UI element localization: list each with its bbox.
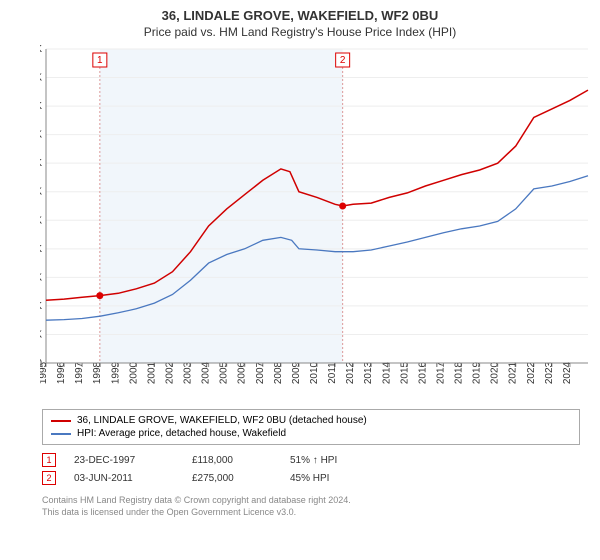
chart-svg: £0£50K£100K£150K£200K£250K£300K£350K£400… [40, 43, 600, 403]
transaction-row: 1 23-DEC-1997 £118,000 51% ↑ HPI [42, 451, 580, 469]
svg-text:2009: 2009 [291, 361, 302, 384]
svg-text:2005: 2005 [219, 361, 230, 384]
svg-text:1: 1 [97, 55, 103, 66]
svg-text:2024: 2024 [562, 361, 573, 384]
svg-text:2007: 2007 [255, 361, 266, 384]
svg-text:1999: 1999 [110, 361, 121, 384]
svg-text:2002: 2002 [164, 361, 175, 384]
svg-text:£100K: £100K [40, 301, 42, 312]
footer-line-1: Contains HM Land Registry data © Crown c… [42, 495, 580, 507]
transaction-row: 2 03-JUN-2011 £275,000 45% HPI [42, 469, 580, 487]
transaction-marker: 1 [42, 453, 56, 467]
svg-text:2020: 2020 [490, 361, 501, 384]
svg-text:2014: 2014 [381, 361, 392, 384]
svg-text:1996: 1996 [56, 361, 67, 384]
svg-text:2018: 2018 [454, 361, 465, 384]
svg-text:2001: 2001 [146, 361, 157, 384]
svg-text:2016: 2016 [417, 361, 428, 384]
svg-text:£150K: £150K [40, 272, 42, 283]
svg-text:1998: 1998 [92, 361, 103, 384]
svg-text:£450K: £450K [40, 101, 42, 112]
legend-label: HPI: Average price, detached house, Wake… [77, 428, 286, 439]
svg-text:2010: 2010 [309, 361, 320, 384]
title-block: 36, LINDALE GROVE, WAKEFIELD, WF2 0BU Pr… [0, 0, 600, 43]
legend-row: 36, LINDALE GROVE, WAKEFIELD, WF2 0BU (d… [51, 414, 571, 427]
chart-title: 36, LINDALE GROVE, WAKEFIELD, WF2 0BU [0, 8, 600, 23]
transaction-price: £275,000 [192, 473, 272, 484]
transaction-hpi: 51% ↑ HPI [290, 455, 370, 466]
transaction-marker: 2 [42, 471, 56, 485]
svg-text:2015: 2015 [399, 361, 410, 384]
svg-text:2022: 2022 [526, 361, 537, 384]
svg-text:2021: 2021 [508, 361, 519, 384]
svg-text:£300K: £300K [40, 187, 42, 198]
transaction-date: 23-DEC-1997 [74, 455, 174, 466]
svg-text:2008: 2008 [273, 361, 284, 384]
svg-text:2: 2 [340, 55, 346, 66]
svg-text:2023: 2023 [544, 361, 555, 384]
legend-swatch [51, 420, 71, 422]
svg-text:£400K: £400K [40, 130, 42, 141]
svg-text:£200K: £200K [40, 244, 42, 255]
svg-text:2003: 2003 [183, 361, 194, 384]
svg-text:2017: 2017 [435, 361, 446, 384]
svg-text:£250K: £250K [40, 215, 42, 226]
legend: 36, LINDALE GROVE, WAKEFIELD, WF2 0BU (d… [42, 409, 580, 445]
transaction-hpi: 45% HPI [290, 473, 370, 484]
footer-line-2: This data is licensed under the Open Gov… [42, 507, 580, 519]
svg-text:2006: 2006 [237, 361, 248, 384]
transactions-table: 1 23-DEC-1997 £118,000 51% ↑ HPI 2 03-JUN-201… [42, 451, 580, 487]
svg-text:£500K: £500K [40, 73, 42, 84]
transaction-price: £118,000 [192, 455, 272, 466]
legend-swatch [51, 433, 71, 435]
footer: Contains HM Land Registry data © Crown c… [42, 495, 580, 518]
transaction-date: 03-JUN-2011 [74, 473, 174, 484]
svg-text:2011: 2011 [327, 362, 338, 384]
svg-text:1995: 1995 [40, 361, 49, 384]
svg-text:£350K: £350K [40, 158, 42, 169]
legend-label: 36, LINDALE GROVE, WAKEFIELD, WF2 0BU (d… [77, 415, 367, 426]
legend-row: HPI: Average price, detached house, Wake… [51, 427, 571, 440]
svg-text:2004: 2004 [201, 361, 212, 384]
svg-text:£550K: £550K [40, 44, 42, 55]
svg-text:2012: 2012 [345, 361, 356, 384]
svg-text:1997: 1997 [74, 361, 85, 384]
chart-subtitle: Price paid vs. HM Land Registry's House … [0, 25, 600, 39]
chart-area: £0£50K£100K£150K£200K£250K£300K£350K£400… [40, 43, 600, 403]
svg-text:2019: 2019 [472, 361, 483, 384]
svg-text:2013: 2013 [363, 361, 374, 384]
svg-text:2000: 2000 [128, 361, 139, 384]
svg-text:£50K: £50K [40, 329, 42, 340]
